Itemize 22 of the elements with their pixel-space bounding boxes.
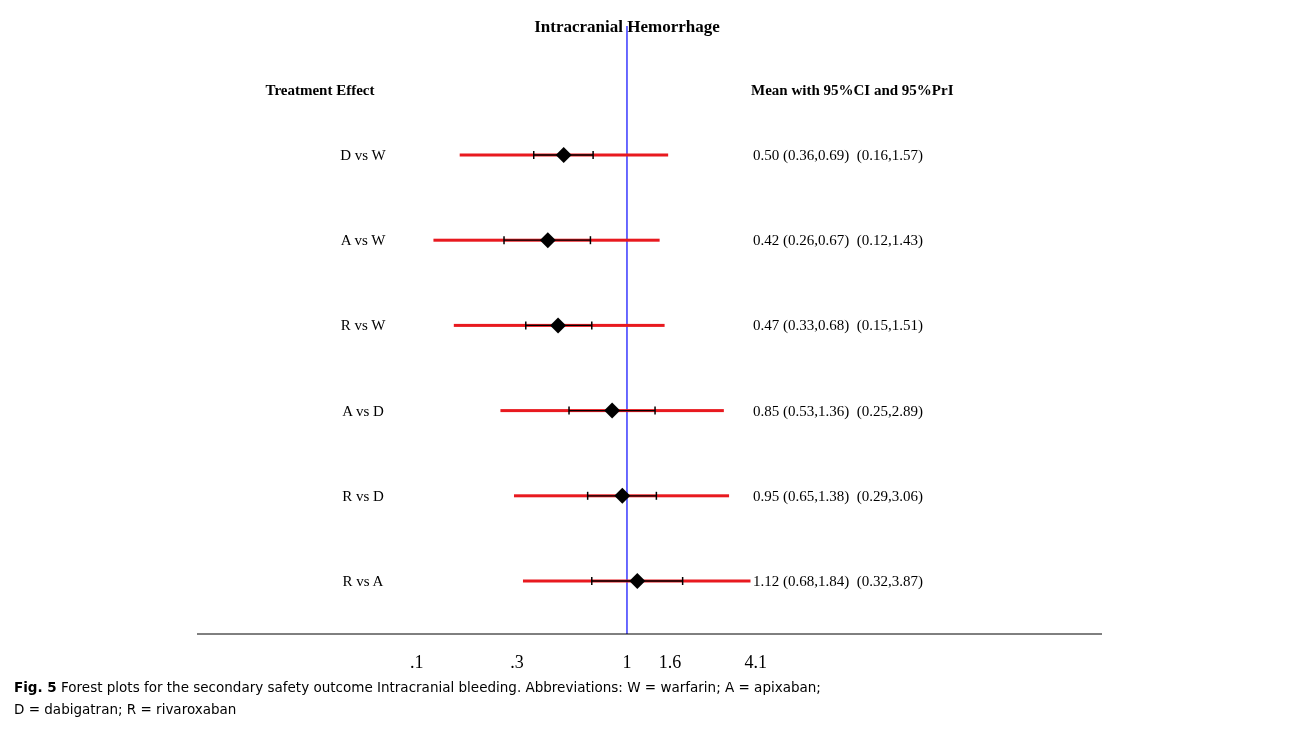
text: D = dabigatran; R = rivaroxaban (14, 701, 237, 717)
annotation: 0.42 (0.26,0.67) (0.12,1.43) (753, 232, 923, 250)
x-tick-label: .3 (510, 652, 524, 672)
x-tick-label: 1 (622, 652, 632, 672)
annotation: 1.12 (0.68,1.84) (0.32,3.87) (753, 573, 923, 590)
y-tick-label: R vs A (342, 573, 384, 589)
y-tick-label: R vs D (342, 487, 384, 504)
y-tick-label: R vs W (340, 317, 387, 334)
annotation: 0.85 (0.53,1.36) (0.25,2.89) (753, 402, 923, 420)
y-tick-label: D vs W (340, 147, 387, 163)
y-axis-title: Treatment Effect (265, 82, 375, 98)
annotation: 0.50 (0.36,0.69) (0.16,1.57) (753, 147, 923, 164)
text: Mean with 95%CI and 95%PrI (751, 82, 954, 98)
y-tick-label: A vs W (340, 232, 387, 249)
x-tick-label: .1 (410, 652, 424, 672)
y-tick-label: A vs D (342, 402, 384, 419)
chart-title: Intracranial Hemorrhage (534, 17, 721, 36)
x-tick-label: 4.1 (744, 652, 768, 672)
x-tick-label: 1.6 (658, 652, 682, 672)
annotation: 0.95 (0.65,1.38) (0.29,3.06) (753, 487, 923, 505)
annotation: 0.47 (0.33,0.68) (0.15,1.51) (753, 317, 923, 335)
caption: Fig. 5 Forest plots for the secondary safety outcome Intracranial bleeding. Abbreviations: W = warfarin; A = apixaban; (14, 679, 821, 695)
